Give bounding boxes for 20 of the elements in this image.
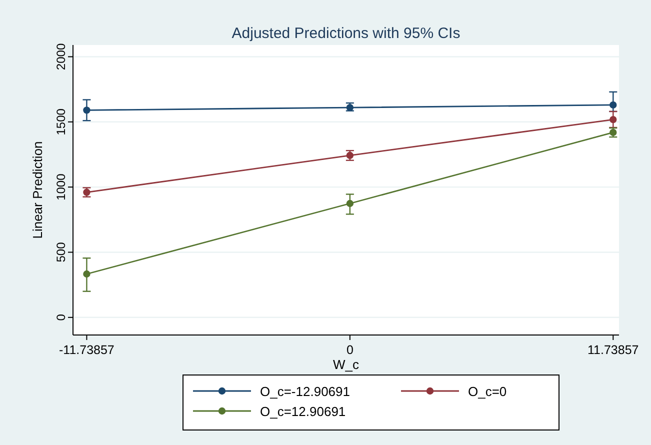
x-axis-title: W_c [333, 357, 360, 372]
legend-label: O_c=-12.90691 [260, 384, 350, 399]
legend-label: O_c=0 [468, 384, 507, 399]
x-tick-label: -11.73857 [59, 343, 114, 357]
point [610, 116, 617, 124]
point [346, 200, 354, 208]
point [610, 101, 617, 109]
y-tick-label: 0 [54, 314, 68, 321]
x-tick-label: 0 [346, 343, 354, 357]
y-axis-title: Linear Prediction [30, 141, 45, 239]
y-tick-label: 2000 [54, 43, 68, 70]
y-tick-label: 500 [54, 242, 68, 262]
x-tick-label: 11.73857 [588, 343, 639, 357]
point [83, 106, 90, 114]
point [83, 270, 90, 278]
y-tick-label: 1000 [54, 173, 68, 200]
legend-label: O_c=12.90691 [260, 404, 346, 419]
y-tick-label: 1500 [54, 108, 68, 136]
point [610, 128, 617, 136]
chart-title: Adjusted Predictions with 95% CIs [232, 25, 460, 42]
